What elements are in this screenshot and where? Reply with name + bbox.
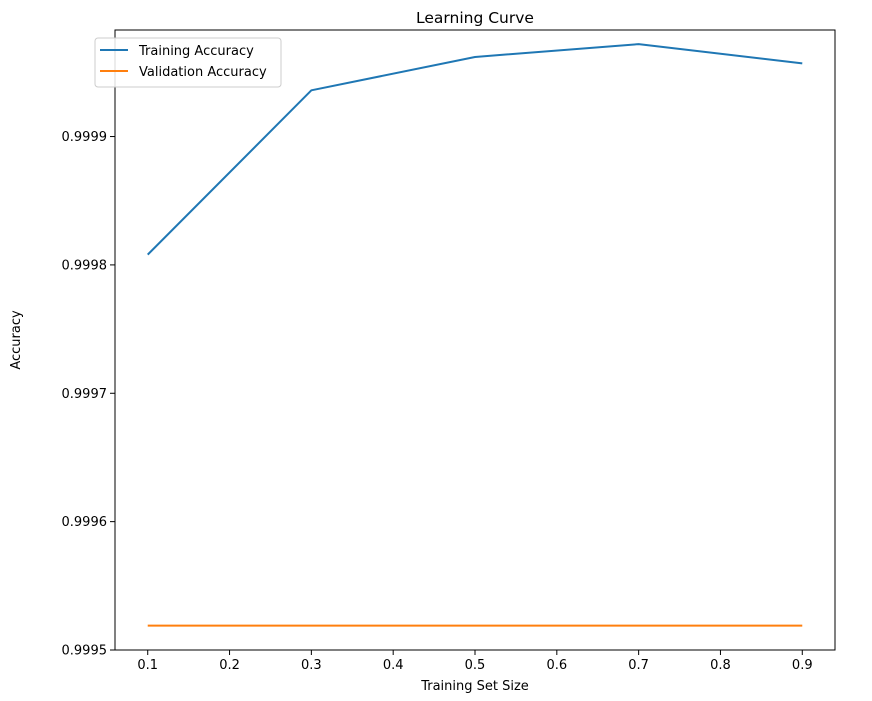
x-tick-label: 0.6 [546, 658, 567, 673]
y-tick-label: 0.9999 [62, 130, 108, 145]
series-line-training-accuracy [147, 43, 803, 256]
y-tick-label: 0.9998 [62, 258, 108, 273]
legend: Training Accuracy Validation Accuracy [94, 37, 282, 88]
chart-title: Learning Curve [416, 9, 534, 27]
x-axis-label: Training Set Size [420, 679, 529, 694]
x-tick-label: 0.8 [710, 658, 731, 673]
x-tick-label: 0.5 [465, 658, 486, 673]
y-tick-label: 0.9997 [62, 387, 108, 402]
legend-box [94, 37, 282, 88]
y-axis-ticks: 0.9995 0.9996 0.9997 0.9998 0.9999 [62, 130, 115, 659]
y-tick-label: 0.9996 [62, 515, 108, 530]
x-tick-label: 0.2 [219, 658, 240, 673]
x-tick-label: 0.1 [137, 658, 158, 673]
legend-label-training-accuracy: Training Accuracy [138, 44, 254, 59]
x-tick-label: 0.4 [383, 658, 404, 673]
y-axis-label: Accuracy [9, 310, 24, 370]
x-axis-ticks: 0.1 0.2 0.3 0.4 0.5 0.6 0.7 0.8 0.9 [137, 650, 813, 673]
y-tick-label: 0.9995 [62, 644, 108, 659]
x-tick-label: 0.7 [628, 658, 649, 673]
x-tick-label: 0.9 [792, 658, 813, 673]
x-tick-label: 0.3 [301, 658, 322, 673]
legend-label-validation-accuracy: Validation Accuracy [139, 65, 267, 80]
series-layer [147, 43, 803, 627]
